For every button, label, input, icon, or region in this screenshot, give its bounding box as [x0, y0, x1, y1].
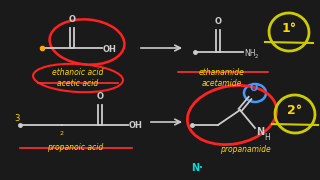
Text: ethanamide: ethanamide: [199, 68, 245, 77]
Text: O: O: [250, 83, 258, 93]
Text: 3: 3: [14, 114, 20, 123]
Text: NH: NH: [244, 48, 255, 57]
Text: OH: OH: [103, 44, 117, 53]
Text: acetic acid: acetic acid: [57, 79, 99, 88]
Text: O: O: [97, 92, 103, 101]
Text: propanoic acid: propanoic acid: [47, 143, 103, 152]
Text: O: O: [68, 15, 76, 24]
Text: N·: N·: [191, 163, 203, 173]
Text: OH: OH: [129, 122, 143, 130]
Text: H: H: [264, 134, 270, 143]
Text: propanamide: propanamide: [220, 145, 270, 154]
Text: 1°: 1°: [281, 21, 297, 35]
Text: O: O: [214, 17, 221, 26]
Text: 2: 2: [60, 131, 64, 136]
Text: 2: 2: [255, 53, 259, 59]
Text: acetamide: acetamide: [202, 79, 242, 88]
Text: ethanoic acid: ethanoic acid: [52, 68, 104, 77]
Text: 2°: 2°: [287, 103, 303, 116]
Text: N: N: [256, 127, 264, 137]
